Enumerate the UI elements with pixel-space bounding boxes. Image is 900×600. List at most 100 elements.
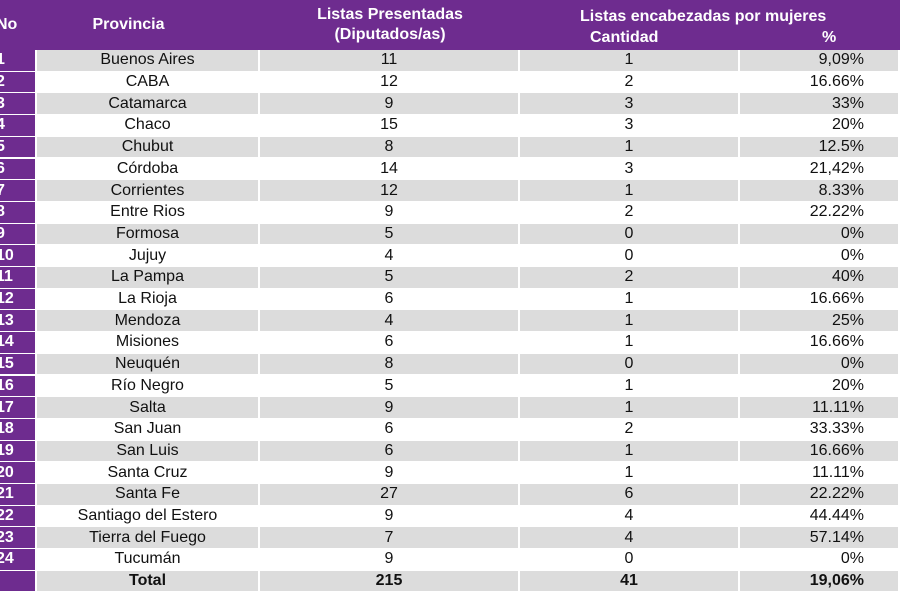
listas: 7 bbox=[260, 527, 520, 550]
porcentaje: 0% bbox=[740, 245, 900, 267]
cantidad: 1 bbox=[520, 310, 740, 333]
listas: 9 bbox=[260, 462, 520, 484]
listas: 9 bbox=[260, 549, 520, 571]
total-label: Total bbox=[37, 570, 260, 593]
provincia: Chubut bbox=[37, 136, 260, 159]
listas: 11 bbox=[260, 50, 520, 72]
row-number: 14 bbox=[0, 332, 37, 354]
porcentaje: 16.66% bbox=[740, 288, 900, 311]
provincia: Tucumán bbox=[37, 549, 260, 571]
cantidad: 2 bbox=[520, 201, 740, 224]
listas: 8 bbox=[260, 136, 520, 159]
cantidad: 2 bbox=[520, 418, 740, 441]
row-number: 19 bbox=[0, 440, 37, 463]
porcentaje: 40% bbox=[740, 267, 900, 289]
row-number: 10 bbox=[0, 245, 37, 267]
provincia: Buenos Aires bbox=[37, 50, 260, 72]
row-number bbox=[0, 570, 37, 593]
listas: 27 bbox=[260, 484, 520, 506]
provincia: Mendoza bbox=[37, 310, 260, 333]
cantidad: 1 bbox=[520, 462, 740, 484]
porcentaje: 21,42% bbox=[740, 158, 900, 181]
cantidad: 3 bbox=[520, 93, 740, 116]
row-number: 20 bbox=[0, 462, 37, 484]
porcentaje: 44.44% bbox=[740, 505, 900, 528]
cantidad: 1 bbox=[520, 136, 740, 159]
provincia: Corrientes bbox=[37, 180, 260, 202]
header-provincia: Provincia bbox=[37, 0, 260, 50]
row-number: 2 bbox=[0, 71, 37, 94]
header-no: No bbox=[0, 0, 37, 50]
provincia: Jujuy bbox=[37, 245, 260, 267]
provincia: Santiago del Estero bbox=[37, 505, 260, 528]
row-number: 1 bbox=[0, 50, 37, 72]
porcentaje: 8.33% bbox=[740, 180, 900, 202]
listas: 6 bbox=[260, 418, 520, 441]
row-number: 17 bbox=[0, 397, 37, 419]
listas: 9 bbox=[260, 93, 520, 116]
listas: 9 bbox=[260, 201, 520, 224]
header-listas: Listas Presentadas (Diputados/as) bbox=[260, 0, 520, 50]
porcentaje: 11.11% bbox=[740, 462, 900, 484]
porcentaje: 22.22% bbox=[740, 484, 900, 506]
cantidad: 0 bbox=[520, 223, 740, 246]
porcentaje: 0% bbox=[740, 223, 900, 246]
header-cantidad: Cantidad bbox=[590, 29, 659, 46]
provincia: Chaco bbox=[37, 115, 260, 137]
row-number: 8 bbox=[0, 201, 37, 224]
cantidad: 6 bbox=[520, 484, 740, 506]
listas: 8 bbox=[260, 353, 520, 376]
cantidad: 0 bbox=[520, 353, 740, 376]
listas: 4 bbox=[260, 310, 520, 333]
header-porcentaje: % bbox=[822, 29, 837, 46]
provincia: Misiones bbox=[37, 332, 260, 354]
cantidad: 4 bbox=[520, 527, 740, 550]
porcentaje: 11.11% bbox=[740, 397, 900, 419]
porcentaje: 33.33% bbox=[740, 418, 900, 441]
listas: 6 bbox=[260, 332, 520, 354]
cantidad: 1 bbox=[520, 288, 740, 311]
header-text: (Diputados/as) bbox=[334, 26, 446, 43]
provincia: CABA bbox=[37, 71, 260, 94]
porcentaje: 22.22% bbox=[740, 201, 900, 224]
provincia: Neuquén bbox=[37, 353, 260, 376]
provincia: Río Negro bbox=[37, 375, 260, 398]
cantidad: 1 bbox=[520, 375, 740, 398]
provincia: Formosa bbox=[37, 223, 260, 246]
cantidad: 0 bbox=[520, 245, 740, 267]
provincia: Santa Cruz bbox=[37, 462, 260, 484]
row-number: 5 bbox=[0, 136, 37, 159]
provincia: La Pampa bbox=[37, 267, 260, 289]
row-number: 12 bbox=[0, 288, 37, 311]
row-number: 6 bbox=[0, 158, 37, 181]
total-cantidad: 41 bbox=[520, 570, 740, 593]
row-number: 16 bbox=[0, 375, 37, 398]
row-number: 3 bbox=[0, 93, 37, 116]
cantidad: 1 bbox=[520, 50, 740, 72]
porcentaje: 57.14% bbox=[740, 527, 900, 550]
header-mujeres: Listas encabezadas por mujeres bbox=[580, 6, 827, 28]
porcentaje: 12.5% bbox=[740, 136, 900, 159]
provincia: La Rioja bbox=[37, 288, 260, 311]
porcentaje: 33% bbox=[740, 93, 900, 116]
listas: 5 bbox=[260, 267, 520, 289]
listas: 12 bbox=[260, 180, 520, 202]
row-number: 4 bbox=[0, 115, 37, 137]
listas: 9 bbox=[260, 397, 520, 419]
porcentaje: 0% bbox=[740, 549, 900, 571]
row-number: 9 bbox=[0, 223, 37, 246]
total-porcentaje: 19,06% bbox=[740, 570, 900, 593]
cantidad: 3 bbox=[520, 115, 740, 137]
row-number: 7 bbox=[0, 180, 37, 202]
porcentaje: 16.66% bbox=[740, 71, 900, 94]
listas: 6 bbox=[260, 288, 520, 311]
header-text: Listas Presentadas bbox=[317, 6, 463, 23]
row-number: 13 bbox=[0, 310, 37, 333]
provincia: Córdoba bbox=[37, 158, 260, 181]
row-number: 22 bbox=[0, 505, 37, 528]
porcentaje: 9,09% bbox=[740, 50, 900, 72]
porcentaje: 16.66% bbox=[740, 440, 900, 463]
row-number: 21 bbox=[0, 484, 37, 506]
porcentaje: 20% bbox=[740, 115, 900, 137]
cantidad: 2 bbox=[520, 267, 740, 289]
